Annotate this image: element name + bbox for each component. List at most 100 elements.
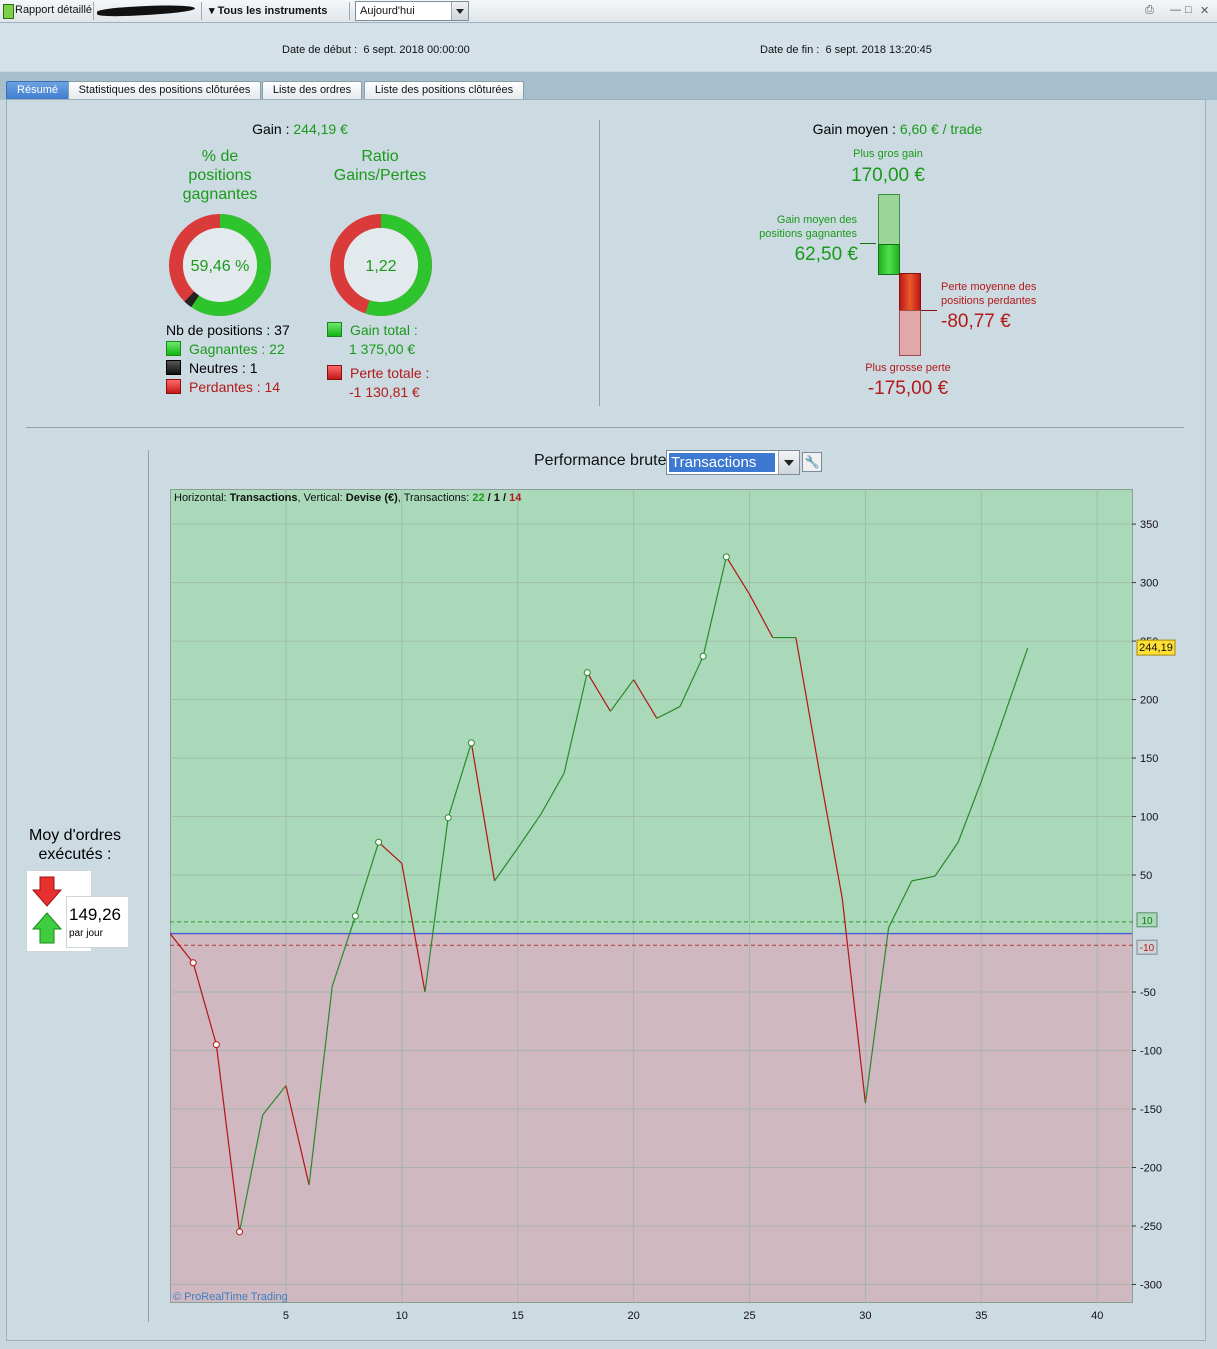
arrow-up-icon bbox=[31, 912, 63, 944]
gain-segment bbox=[262, 1085, 287, 1116]
left-column-divider bbox=[148, 450, 149, 1322]
gain-header: Gain : 244,19 € bbox=[200, 121, 400, 137]
red-square-icon bbox=[327, 365, 342, 380]
gain-segment bbox=[679, 656, 704, 707]
close-icon[interactable]: ✕ bbox=[1200, 5, 1210, 17]
performance-select-value: Transactions bbox=[669, 453, 775, 472]
toolbar-separator bbox=[349, 2, 350, 20]
y-tick-label: 50 bbox=[1140, 870, 1152, 882]
section-divider bbox=[599, 120, 600, 406]
biggest-gain-label: Plus gros gain bbox=[853, 148, 923, 160]
black-square-icon bbox=[166, 360, 181, 375]
loss-segment bbox=[215, 1044, 241, 1232]
y-tick-label: 350 bbox=[1140, 519, 1158, 531]
wrench-icon[interactable]: 🔧 bbox=[802, 452, 822, 472]
last-value-badge bbox=[1136, 639, 1176, 656]
avg-win-value: 62,50 € bbox=[794, 244, 858, 265]
data-point bbox=[375, 838, 383, 846]
donut-win-arc bbox=[169, 214, 271, 316]
chevron-down-icon[interactable] bbox=[451, 2, 468, 20]
account-redacted bbox=[96, 3, 196, 18]
data-point bbox=[583, 669, 591, 677]
losers-label: Perdantes : 14 bbox=[189, 379, 281, 395]
gain-segment bbox=[888, 880, 913, 928]
win-pct-donut: 59,46 % bbox=[169, 214, 271, 316]
biggest-gain-value: 170,00 € bbox=[851, 165, 925, 186]
gain-segment bbox=[540, 772, 565, 815]
header-neutral: 1 bbox=[494, 492, 500, 504]
gain-segment bbox=[494, 847, 519, 882]
orders-label: Moy d'ordres exécutés : bbox=[20, 826, 130, 864]
y-tick-label: -100 bbox=[1140, 1045, 1162, 1057]
data-point bbox=[351, 912, 359, 920]
gain-segment bbox=[1003, 647, 1029, 715]
report-icon[interactable] bbox=[3, 4, 14, 19]
ratio-donut: 1,22 bbox=[330, 214, 432, 316]
gain-segment bbox=[702, 556, 727, 657]
loss-segment bbox=[633, 679, 658, 719]
tab-orders-list[interactable]: Liste des ordres bbox=[262, 81, 362, 99]
winners-label: Gagnantes : 22 bbox=[189, 341, 285, 357]
loss-segment bbox=[818, 769, 843, 899]
period-select[interactable]: Aujourd'hui bbox=[355, 1, 469, 21]
orders-value-card: 149,26 par jour bbox=[66, 896, 129, 948]
ratio-title: Ratio Gains/Pertes bbox=[333, 148, 427, 184]
chart-grid bbox=[170, 489, 1134, 1302]
loss-segment bbox=[795, 637, 820, 770]
chart-series bbox=[170, 553, 1029, 1236]
lower-band-badge bbox=[1136, 939, 1158, 955]
avg-win-label-line1: Gain moyen des bbox=[776, 214, 857, 226]
neutral-label: Neutres : 1 bbox=[189, 360, 258, 376]
end-date: Date de fin : 6 sept. 2018 13:20:45 bbox=[760, 44, 932, 56]
gain-segment bbox=[563, 672, 588, 774]
maximize-icon[interactable]: □ bbox=[1185, 4, 1192, 16]
gain-segment bbox=[331, 915, 357, 987]
total-loss-value: -1 130,81 € bbox=[349, 384, 420, 400]
performance-select[interactable]: Transactions bbox=[666, 450, 800, 475]
y-tick-label: -150 bbox=[1140, 1104, 1162, 1116]
start-date-label: Date de début : bbox=[282, 44, 358, 56]
avg-loss-label-line1: Perte moyenne des bbox=[941, 281, 1037, 293]
gain-segment bbox=[308, 986, 333, 1186]
period-value: Aujourd'hui bbox=[360, 5, 415, 17]
chevron-down-icon[interactable] bbox=[778, 451, 799, 474]
chart-axis: 51015202530354035030025020015010050-50-1… bbox=[283, 519, 1176, 1322]
header-losses: 14 bbox=[509, 492, 522, 504]
avg-loss-bar bbox=[899, 273, 921, 312]
y-tick-label: 100 bbox=[1140, 812, 1158, 824]
data-point bbox=[699, 652, 707, 660]
instruments-dropdown[interactable]: ▾ Tous les instruments bbox=[209, 5, 328, 17]
tab-closed-stats[interactable]: Statistiques des positions clôturées bbox=[68, 81, 261, 99]
top-toolbar: Rapport détaillé ▾ Tous les instruments … bbox=[0, 0, 1217, 23]
chart-background bbox=[170, 489, 1133, 1303]
winners-legend: Gagnantes : 22 bbox=[166, 341, 285, 357]
y-tick-label: 200 bbox=[1140, 695, 1158, 707]
tab-resume[interactable]: Résumé bbox=[6, 81, 69, 99]
print-icon[interactable]: ⎙ bbox=[1145, 4, 1154, 16]
section-divider-horizontal bbox=[26, 427, 1184, 428]
header-t-label: , Transactions: bbox=[398, 492, 473, 504]
loss-segment bbox=[748, 593, 774, 638]
data-point bbox=[189, 959, 197, 967]
report-label[interactable]: Rapport détaillé bbox=[15, 4, 93, 16]
x-tick-label: 40 bbox=[1091, 1310, 1103, 1322]
y-tick-label: -250 bbox=[1140, 1221, 1162, 1233]
x-tick-label: 20 bbox=[627, 1310, 639, 1322]
ratio-gain-arc bbox=[330, 214, 432, 316]
tab-closed-positions-list[interactable]: Liste des positions clôturées bbox=[364, 81, 524, 99]
loss-segment bbox=[285, 1085, 310, 1186]
gain-segment bbox=[656, 706, 681, 719]
avg-loss-value: -80,77 € bbox=[941, 311, 1011, 332]
x-tick-label: 25 bbox=[743, 1310, 755, 1322]
header-wins: 22 bbox=[472, 492, 484, 504]
neutral-legend: Neutres : 1 bbox=[166, 360, 257, 376]
toolbar-separator bbox=[93, 2, 94, 20]
total-gain-value: 1 375,00 € bbox=[349, 341, 416, 357]
donut-center bbox=[183, 228, 257, 302]
orders-label-line1: Moy d'ordres bbox=[29, 827, 121, 844]
avg-gain-value: 6,60 € / trade bbox=[899, 121, 983, 137]
gain-segment bbox=[238, 1114, 264, 1232]
minimize-icon[interactable]: — bbox=[1170, 4, 1181, 16]
win-pct-title: % de positions gagnantes bbox=[182, 148, 258, 203]
header-h-label: Horizontal: bbox=[174, 492, 230, 504]
